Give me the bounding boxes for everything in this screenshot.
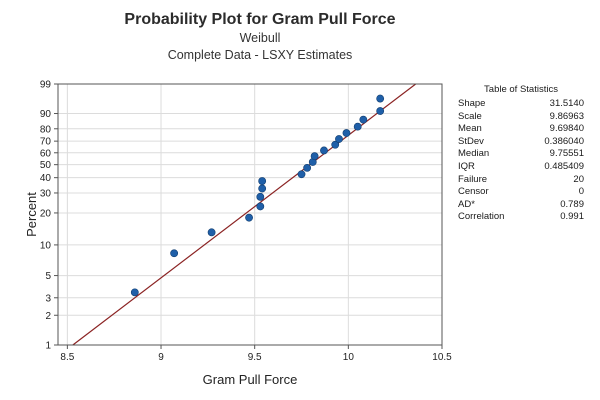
statistics-row: Shape 31.5140 <box>458 98 584 111</box>
data-point <box>258 184 267 193</box>
y-tick-label: 40 <box>40 173 52 184</box>
data-point <box>207 228 216 237</box>
statistics-value: 9.86963 <box>549 110 584 122</box>
statistics-table-title: Table of Statistics <box>484 84 558 95</box>
data-point <box>297 170 306 179</box>
x-tick-label: 9.5 <box>248 352 262 363</box>
statistics-value: 0.386040 <box>544 135 584 147</box>
statistics-label: AD* <box>458 198 475 210</box>
data-point <box>335 135 343 143</box>
statistics-label: Failure <box>458 173 488 185</box>
y-tick-label: 50 <box>40 160 52 171</box>
x-tick-label: 8.5 <box>60 352 74 363</box>
data-point <box>342 129 351 137</box>
statistics-label: Censor <box>458 186 489 198</box>
x-tick-label: 9 <box>158 352 164 363</box>
y-tick-label: 30 <box>40 188 52 199</box>
data-point <box>256 192 265 201</box>
y-tick-label: 20 <box>40 208 52 219</box>
data-point <box>359 115 368 124</box>
statistics-row: Censor 0 <box>458 186 584 199</box>
statistics-label: IQR <box>458 160 475 172</box>
statistics-rows: Shape 31.5140 Scale 9.86963 Mean 9.69840 StDev… <box>458 98 584 224</box>
data-point <box>353 122 362 131</box>
data-point <box>376 94 385 103</box>
statistics-value: 9.69840 <box>549 123 584 135</box>
statistics-label: Correlation <box>458 211 505 223</box>
y-tick-label: 99 <box>40 80 52 91</box>
statistics-value: 31.5140 <box>549 98 584 109</box>
chart-subtitle-distribution: Weibull <box>239 31 281 45</box>
y-tick-label: 3 <box>45 293 51 304</box>
y-tick-label: 90 <box>40 109 52 120</box>
statistics-table: Table of Statistics Shape 31.5140 Scale 9.8… <box>458 84 584 224</box>
data-point <box>258 177 267 185</box>
statistics-value: 9.75551 <box>549 148 584 160</box>
data-point <box>303 163 312 172</box>
statistics-row: Mean 9.69840 <box>458 123 584 136</box>
y-tick-label: 70 <box>40 137 52 148</box>
y-tick-label: 1 <box>45 341 51 352</box>
statistics-value: 20 <box>573 173 584 185</box>
chart-subtitle-method: Complete Data - LSXY Estimates <box>167 48 353 62</box>
statistics-row: Correlation 0.991 <box>458 211 584 224</box>
data-point <box>256 202 265 211</box>
x-tick-label: 10.5 <box>432 352 452 363</box>
statistics-label: Median <box>458 148 490 160</box>
statistics-label: Scale <box>458 110 482 122</box>
x-tick-label: 10 <box>343 352 355 363</box>
y-tick-label: 10 <box>40 240 52 251</box>
statistics-row: AD* 0.789 <box>458 199 584 212</box>
data-point <box>376 107 385 115</box>
y-tick-label: 60 <box>40 148 52 159</box>
x-axis-label: Gram Pull Force <box>203 372 298 387</box>
data-point <box>170 249 179 258</box>
statistics-row: Scale 9.86963 <box>458 111 584 124</box>
statistics-row: Median 9.75551 <box>458 148 584 161</box>
statistics-label: StDev <box>458 135 484 147</box>
statistics-value: 0 <box>578 186 584 198</box>
y-tick-label: 80 <box>40 124 52 135</box>
y-tick-label: 2 <box>45 311 51 322</box>
statistics-label: Shape <box>458 98 486 109</box>
data-point <box>245 213 253 222</box>
statistics-row: StDev 0.386040 <box>458 136 584 149</box>
statistics-value: 0.991 <box>560 211 584 223</box>
chart-title: Probability Plot for Gram Pull Force <box>124 11 396 28</box>
y-tick-label: 5 <box>45 271 51 282</box>
data-point <box>310 152 319 161</box>
statistics-label: Mean <box>458 123 482 135</box>
statistics-row: Failure 20 <box>458 174 584 187</box>
data-point <box>130 288 139 297</box>
y-axis-label: Percent <box>24 192 39 237</box>
plot-border <box>57 83 443 346</box>
data-point <box>320 146 328 155</box>
statistics-value: 0.485409 <box>544 160 584 172</box>
chart-titles: Probability Plot for Gram Pull Force Wei… <box>0 10 520 64</box>
data-point <box>331 140 340 149</box>
statistics-row: IQR 0.485409 <box>458 161 584 174</box>
statistics-value: 0.789 <box>560 198 584 210</box>
